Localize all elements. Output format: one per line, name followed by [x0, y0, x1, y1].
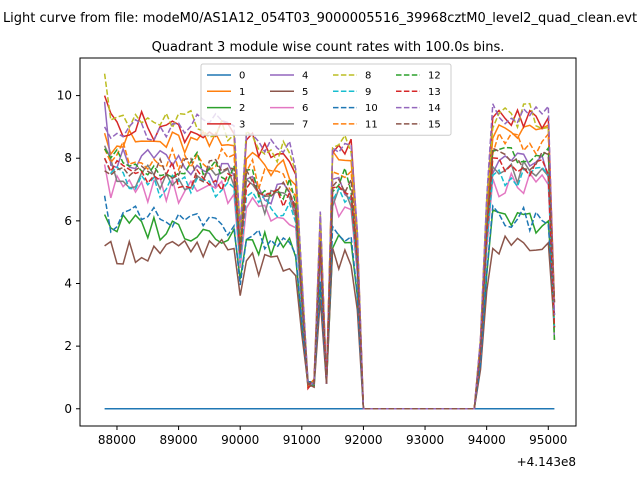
x-axis-offset-label: +4.143e8 — [517, 455, 576, 469]
plot-lines — [103, 73, 556, 410]
y-tick-label: 4 — [64, 276, 72, 290]
chart-suptitle: Light curve from file: modeM0/AS1A12_054… — [3, 11, 637, 26]
legend-label-13: 13 — [428, 87, 441, 98]
legend-label-12: 12 — [428, 71, 441, 82]
y-axis-ticks: 0 2 4 6 8 10 — [57, 89, 80, 416]
legend-label-10: 10 — [365, 103, 378, 114]
x-tick-label: 88000 — [98, 433, 136, 447]
x-tick-label: 90000 — [221, 433, 259, 447]
chart-title: Quadrant 3 module wise count rates with … — [152, 40, 505, 55]
x-tick-label: 94000 — [468, 433, 506, 447]
y-tick-label: 0 — [64, 402, 72, 416]
series-line-15 — [104, 147, 556, 410]
y-tick-label: 2 — [64, 339, 72, 353]
legend-label-7: 7 — [302, 119, 308, 130]
legend-label-15: 15 — [428, 119, 441, 130]
legend-label-1: 1 — [239, 87, 245, 98]
legend-label-0: 0 — [239, 71, 245, 82]
x-tick-label: 93000 — [406, 433, 444, 447]
x-tick-label: 89000 — [159, 433, 197, 447]
legend-label-8: 8 — [365, 71, 371, 82]
legend-label-11: 11 — [365, 119, 378, 130]
axes-frame — [79, 57, 577, 427]
legend-box — [200, 63, 452, 136]
legend-label-14: 14 — [428, 103, 441, 114]
legend-label-3: 3 — [239, 119, 245, 130]
legend-label-6: 6 — [302, 103, 308, 114]
x-tick-label: 95000 — [529, 433, 567, 447]
x-axis-ticks: 88000 89000 90000 91000 92000 93000 94000 95000 — [98, 426, 567, 447]
y-tick-label: 6 — [64, 214, 72, 228]
x-tick-label: 91000 — [283, 433, 321, 447]
x-tick-label: 92000 — [344, 433, 382, 447]
y-tick-label: 8 — [64, 151, 72, 165]
legend-label-2: 2 — [239, 103, 245, 114]
legend-label-9: 9 — [365, 87, 371, 98]
legend-label-4: 4 — [302, 71, 308, 82]
y-tick-label: 10 — [57, 89, 72, 103]
legend-label-5: 5 — [302, 87, 308, 98]
series-line-14 — [103, 103, 556, 410]
